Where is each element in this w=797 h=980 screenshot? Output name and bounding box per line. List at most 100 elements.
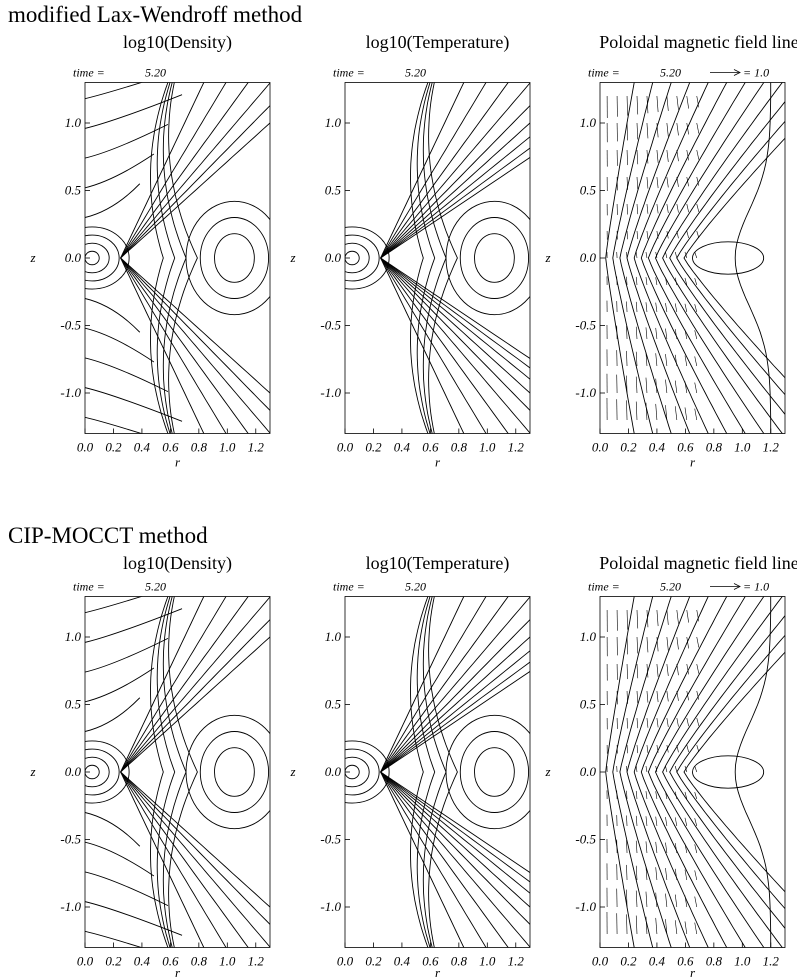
contour-line bbox=[428, 82, 458, 434]
vector-arrow bbox=[635, 765, 638, 773]
contour-line bbox=[428, 596, 458, 948]
y-tick-label: 0.5 bbox=[65, 697, 82, 712]
vector-arrow bbox=[626, 914, 628, 935]
vector-arrow bbox=[676, 149, 679, 162]
vector-arrow bbox=[676, 636, 679, 650]
vector-arrow bbox=[645, 791, 648, 800]
contour-line bbox=[647, 596, 746, 948]
vector-arrow bbox=[635, 915, 638, 935]
vector-arrow bbox=[696, 690, 700, 700]
vector-arrow bbox=[626, 400, 628, 421]
contour-line bbox=[85, 82, 143, 100]
vector-arrow bbox=[656, 717, 659, 728]
contour-loop bbox=[85, 234, 120, 282]
contour-line bbox=[119, 618, 270, 926]
vector-arrow bbox=[674, 406, 678, 421]
x-tick-label: 0.8 bbox=[706, 440, 723, 455]
vector-arrow bbox=[626, 326, 628, 340]
contour-line bbox=[85, 667, 155, 703]
vector-arrow bbox=[694, 251, 698, 259]
contour-line bbox=[150, 82, 169, 434]
vector-arrow bbox=[636, 95, 639, 115]
contour-loop bbox=[345, 740, 390, 804]
vector-arrow bbox=[636, 690, 639, 704]
vector-arrow bbox=[694, 356, 698, 367]
vector-arrow bbox=[696, 176, 700, 186]
vector-arrow bbox=[686, 203, 689, 213]
vector-arrow bbox=[656, 95, 659, 113]
reference-arrowhead bbox=[733, 583, 741, 590]
x-tick-label: 0.8 bbox=[706, 954, 723, 969]
vector-arrow bbox=[696, 663, 700, 674]
vector-arrow bbox=[626, 122, 628, 141]
vector-arrow bbox=[686, 717, 689, 727]
panel-title: log10(Density) bbox=[123, 32, 232, 53]
vector-arrow bbox=[684, 921, 688, 935]
x-tick-label: 0.4 bbox=[649, 440, 666, 455]
vector-arrow bbox=[655, 403, 658, 421]
y-tick-label: 0.0 bbox=[65, 764, 82, 779]
vector-arrow bbox=[645, 866, 648, 881]
vector-arrow bbox=[645, 352, 648, 367]
vector-arrow bbox=[635, 326, 638, 340]
x-tick-label: 0.0 bbox=[337, 440, 354, 455]
contour-line bbox=[85, 357, 169, 393]
x-tick-label: 0.2 bbox=[105, 440, 122, 455]
contour-loop bbox=[445, 200, 530, 316]
vector-arrow bbox=[684, 817, 688, 827]
y-tick-label: 0.0 bbox=[65, 250, 82, 265]
vector-arrow bbox=[626, 301, 628, 313]
contour-line bbox=[85, 637, 169, 673]
vector-arrow bbox=[655, 353, 658, 367]
time-label: time = bbox=[73, 66, 105, 80]
vector-arrow bbox=[655, 917, 658, 935]
vector-arrow bbox=[645, 916, 648, 935]
vector-arrow bbox=[694, 330, 698, 340]
x-tick-label: 0.2 bbox=[620, 440, 637, 455]
vector-arrow bbox=[696, 122, 700, 134]
y-tick-label: -0.5 bbox=[320, 318, 341, 333]
x-tick-label: 0.0 bbox=[592, 440, 609, 455]
vector-arrow bbox=[656, 176, 659, 189]
y-tick-label: -1.0 bbox=[320, 899, 341, 914]
x-tick-label: 0.6 bbox=[422, 440, 439, 455]
y-tick-label: -0.5 bbox=[320, 832, 341, 847]
vector-arrow bbox=[655, 892, 658, 908]
contours bbox=[345, 82, 530, 434]
vector-arrow bbox=[665, 919, 668, 935]
y-tick-label: 1.0 bbox=[580, 629, 597, 644]
contour-line bbox=[633, 596, 709, 948]
vector-arrow bbox=[626, 149, 628, 166]
vector-arrow bbox=[684, 277, 688, 286]
x-tick-label: 0.8 bbox=[451, 954, 468, 969]
contour-line bbox=[640, 596, 728, 948]
contour-line bbox=[379, 618, 530, 926]
contours bbox=[605, 596, 785, 948]
plot-frame bbox=[84, 596, 271, 948]
contour-line bbox=[683, 137, 785, 379]
panel: Poloidal magnetic field lines time = 5.20 =… bbox=[544, 32, 797, 470]
y-tick-label: -1.0 bbox=[320, 385, 341, 400]
vector-arrow bbox=[626, 276, 628, 286]
vector-arrow bbox=[665, 379, 668, 394]
x-tick-label: 0.6 bbox=[677, 440, 694, 455]
vector-arrow bbox=[684, 895, 688, 908]
time-value: 5.20 bbox=[405, 580, 426, 594]
vector-arrow bbox=[665, 405, 668, 421]
contour-line bbox=[168, 82, 198, 434]
vector-arrow bbox=[686, 95, 689, 109]
vector-arrow bbox=[626, 230, 628, 240]
contour-loop bbox=[692, 755, 765, 789]
vector-arrow bbox=[694, 304, 698, 313]
contour-loop bbox=[185, 200, 270, 316]
vector-label: = 1.0 bbox=[743, 580, 769, 594]
plot-frame bbox=[344, 596, 531, 948]
time-value: 5.20 bbox=[145, 580, 166, 594]
vector-arrow bbox=[696, 95, 700, 108]
x-tick-label: 1.0 bbox=[734, 440, 751, 455]
vector-arrow bbox=[626, 889, 628, 908]
contour-loop bbox=[85, 226, 130, 290]
contour-line bbox=[655, 596, 765, 948]
vector-arrow bbox=[635, 251, 638, 259]
x-tick-label: 0.4 bbox=[649, 954, 666, 969]
